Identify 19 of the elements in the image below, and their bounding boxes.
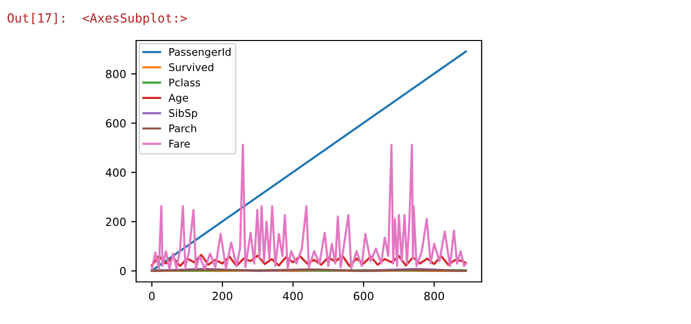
legend-label: Age xyxy=(168,94,188,104)
y-tick-label: 600 xyxy=(106,119,126,128)
legend-label: Fare xyxy=(169,140,190,148)
y-tick-label: 800 xyxy=(106,70,126,78)
legend-label: SibSp xyxy=(169,108,198,120)
x-tick-label: 200 xyxy=(212,292,232,300)
x-tick-label: 400 xyxy=(282,292,303,300)
legend-label: Parch xyxy=(169,124,196,132)
line-series xyxy=(150,254,467,268)
legend-label: Survived xyxy=(169,63,214,72)
legend-label: PassengerId xyxy=(169,48,231,58)
y-tick-label: 0 xyxy=(120,266,126,276)
legend-label: Pclass xyxy=(169,78,200,86)
x-tick-label: 0 xyxy=(149,292,155,300)
x-tick-label: 800 xyxy=(424,292,444,300)
y-tick-label: 400 xyxy=(106,168,126,177)
text: Out[17]: <AxesSubplot:> xyxy=(8,12,187,26)
y-tick-label: 200 xyxy=(106,218,126,226)
x-tick-label: 600 xyxy=(354,292,374,300)
